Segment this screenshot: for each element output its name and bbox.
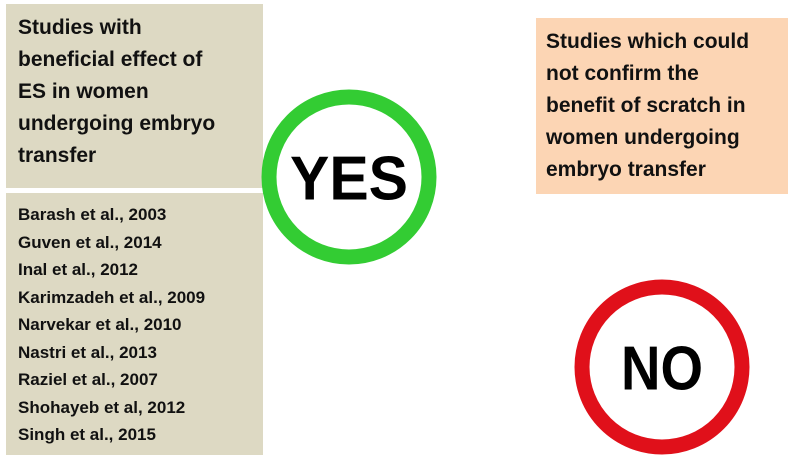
- study: Karimzadeh et al., 2009: [18, 287, 206, 307]
- title-line: beneficial effect of: [18, 48, 203, 71]
- title-line: embryo transfer: [546, 158, 706, 181]
- study: Nastri et al., 2013: [18, 342, 157, 362]
- title-line: benefit of scratch in: [546, 94, 746, 117]
- study: Barash et al., 2003: [18, 205, 167, 224]
- beneficial-box: Studies with beneficial effect of ES in wo…: [6, 4, 263, 188]
- title-line: transfer: [18, 144, 97, 167]
- yes-ring: [261, 89, 437, 265]
- study: Raziel et al., 2007: [18, 370, 158, 389]
- title-line: Studies with: [18, 16, 142, 39]
- yes-label: YES: [290, 145, 408, 214]
- study: Guven et al., 2014: [18, 232, 162, 252]
- title-line: Studies which could: [546, 30, 750, 53]
- study: Narvekar et al., 2010: [18, 315, 182, 334]
- no-ring: [574, 279, 750, 455]
- no-label: NO: [621, 335, 703, 404]
- title-line: not confirm the: [546, 62, 699, 85]
- title-line: women undergoing: [546, 126, 740, 149]
- title-line: undergoing embryo: [18, 112, 216, 135]
- title-line: ES in women: [18, 80, 149, 103]
- studies-list: Barash et al., 2003 Guven et al., 2014 Ina…: [6, 193, 263, 455]
- not-confirmed-box: Studies which could not confirm the benefi…: [536, 18, 788, 194]
- study: Shohayeb et al, 2012: [18, 397, 186, 417]
- study: Inal et al., 2012: [18, 260, 139, 279]
- study: Singh et al., 2015: [18, 425, 156, 444]
